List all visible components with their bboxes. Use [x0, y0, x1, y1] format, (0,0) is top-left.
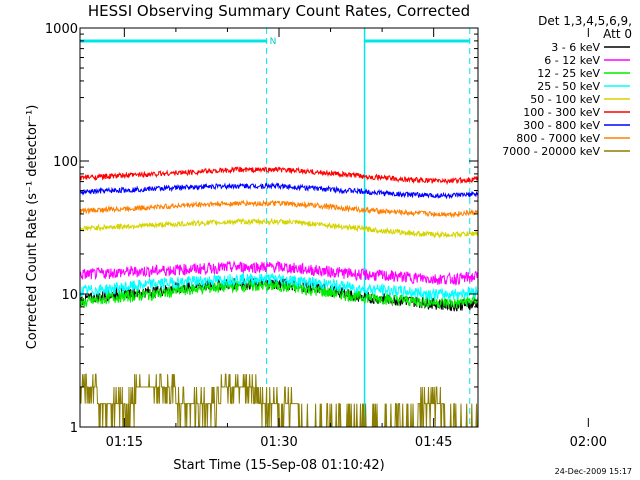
- legend-label: 100 - 300 keV: [523, 106, 600, 119]
- tick-labels: 110100100001:1501:3001:4502:0002:1502:30…: [45, 22, 607, 450]
- x-axis-label: Start Time (15-Sep-08 01:10:42): [173, 458, 384, 473]
- legend-label: 3 - 6 keV: [551, 41, 600, 54]
- x-tick-label: 01:15: [106, 435, 143, 450]
- footer-date: 24-Dec-2009 15:17: [555, 467, 632, 476]
- detector-header-line-2: Att 0: [603, 27, 632, 41]
- series-line-50-100kev: [80, 217, 478, 239]
- y-tick-label: 1: [70, 421, 78, 436]
- x-tick-label: 02:00: [570, 435, 607, 450]
- y-tick-label: 100: [53, 155, 78, 170]
- legend-label: 300 - 800 keV: [523, 119, 600, 132]
- x-tick-label: 01:30: [260, 435, 297, 450]
- series-line-12-25kev: [80, 279, 478, 309]
- legend-label: 12 - 25 keV: [537, 67, 600, 80]
- legend-label: 800 - 7000 keV: [516, 132, 600, 145]
- series-line-6-12kev: [80, 260, 478, 286]
- chart-title: HESSI Observing Summary Count Rates, Cor…: [88, 2, 470, 20]
- chart-marks: [80, 28, 478, 427]
- y-tick-label: 1000: [45, 22, 78, 37]
- axes: [79, 27, 589, 428]
- detector-header-line-1: Det 1,3,4,5,6,9,: [538, 14, 632, 28]
- x-tick-label: 01:45: [415, 435, 452, 450]
- series-line-7000-20000kev: [80, 373, 478, 427]
- series-line-800-7000kev: [80, 199, 478, 219]
- y-axis-label: Corrected Count Rate (s⁻¹ detector⁻¹): [25, 105, 40, 350]
- series-line-300-800kev: [80, 182, 478, 200]
- y-tick-label: 10: [61, 288, 78, 303]
- series-line-25-50kev: [80, 272, 478, 301]
- legend-label: 25 - 50 keV: [537, 80, 600, 93]
- bar-label: N: [270, 37, 277, 47]
- legend-label: 6 - 12 keV: [544, 54, 600, 67]
- legend-label: 7000 - 20000 keV: [502, 145, 600, 158]
- series-line-100-300kev: [80, 166, 478, 186]
- legend-label: 50 - 100 keV: [530, 93, 600, 106]
